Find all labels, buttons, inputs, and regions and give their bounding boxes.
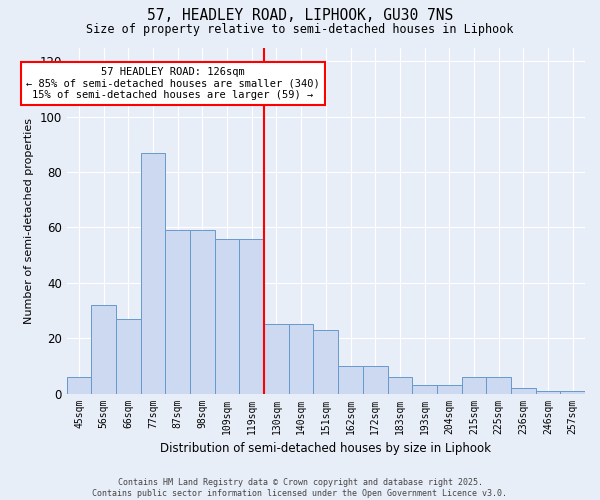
- Bar: [239, 238, 264, 394]
- Bar: [190, 230, 215, 394]
- Bar: [116, 319, 141, 394]
- Bar: [363, 366, 388, 394]
- Text: 57, HEADLEY ROAD, LIPHOOK, GU30 7NS: 57, HEADLEY ROAD, LIPHOOK, GU30 7NS: [147, 8, 453, 22]
- Bar: [388, 377, 412, 394]
- X-axis label: Distribution of semi-detached houses by size in Liphook: Distribution of semi-detached houses by …: [160, 442, 491, 455]
- Bar: [437, 386, 461, 394]
- Bar: [313, 330, 338, 394]
- Bar: [289, 324, 313, 394]
- Text: Size of property relative to semi-detached houses in Liphook: Size of property relative to semi-detach…: [86, 22, 514, 36]
- Bar: [536, 391, 560, 394]
- Bar: [141, 152, 166, 394]
- Y-axis label: Number of semi-detached properties: Number of semi-detached properties: [24, 118, 34, 324]
- Bar: [91, 305, 116, 394]
- Bar: [412, 386, 437, 394]
- Bar: [215, 238, 239, 394]
- Bar: [486, 377, 511, 394]
- Bar: [560, 391, 585, 394]
- Bar: [264, 324, 289, 394]
- Bar: [166, 230, 190, 394]
- Text: 57 HEADLEY ROAD: 126sqm
← 85% of semi-detached houses are smaller (340)
15% of s: 57 HEADLEY ROAD: 126sqm ← 85% of semi-de…: [26, 67, 320, 100]
- Bar: [511, 388, 536, 394]
- Text: Contains HM Land Registry data © Crown copyright and database right 2025.
Contai: Contains HM Land Registry data © Crown c…: [92, 478, 508, 498]
- Bar: [461, 377, 486, 394]
- Bar: [67, 377, 91, 394]
- Bar: [338, 366, 363, 394]
